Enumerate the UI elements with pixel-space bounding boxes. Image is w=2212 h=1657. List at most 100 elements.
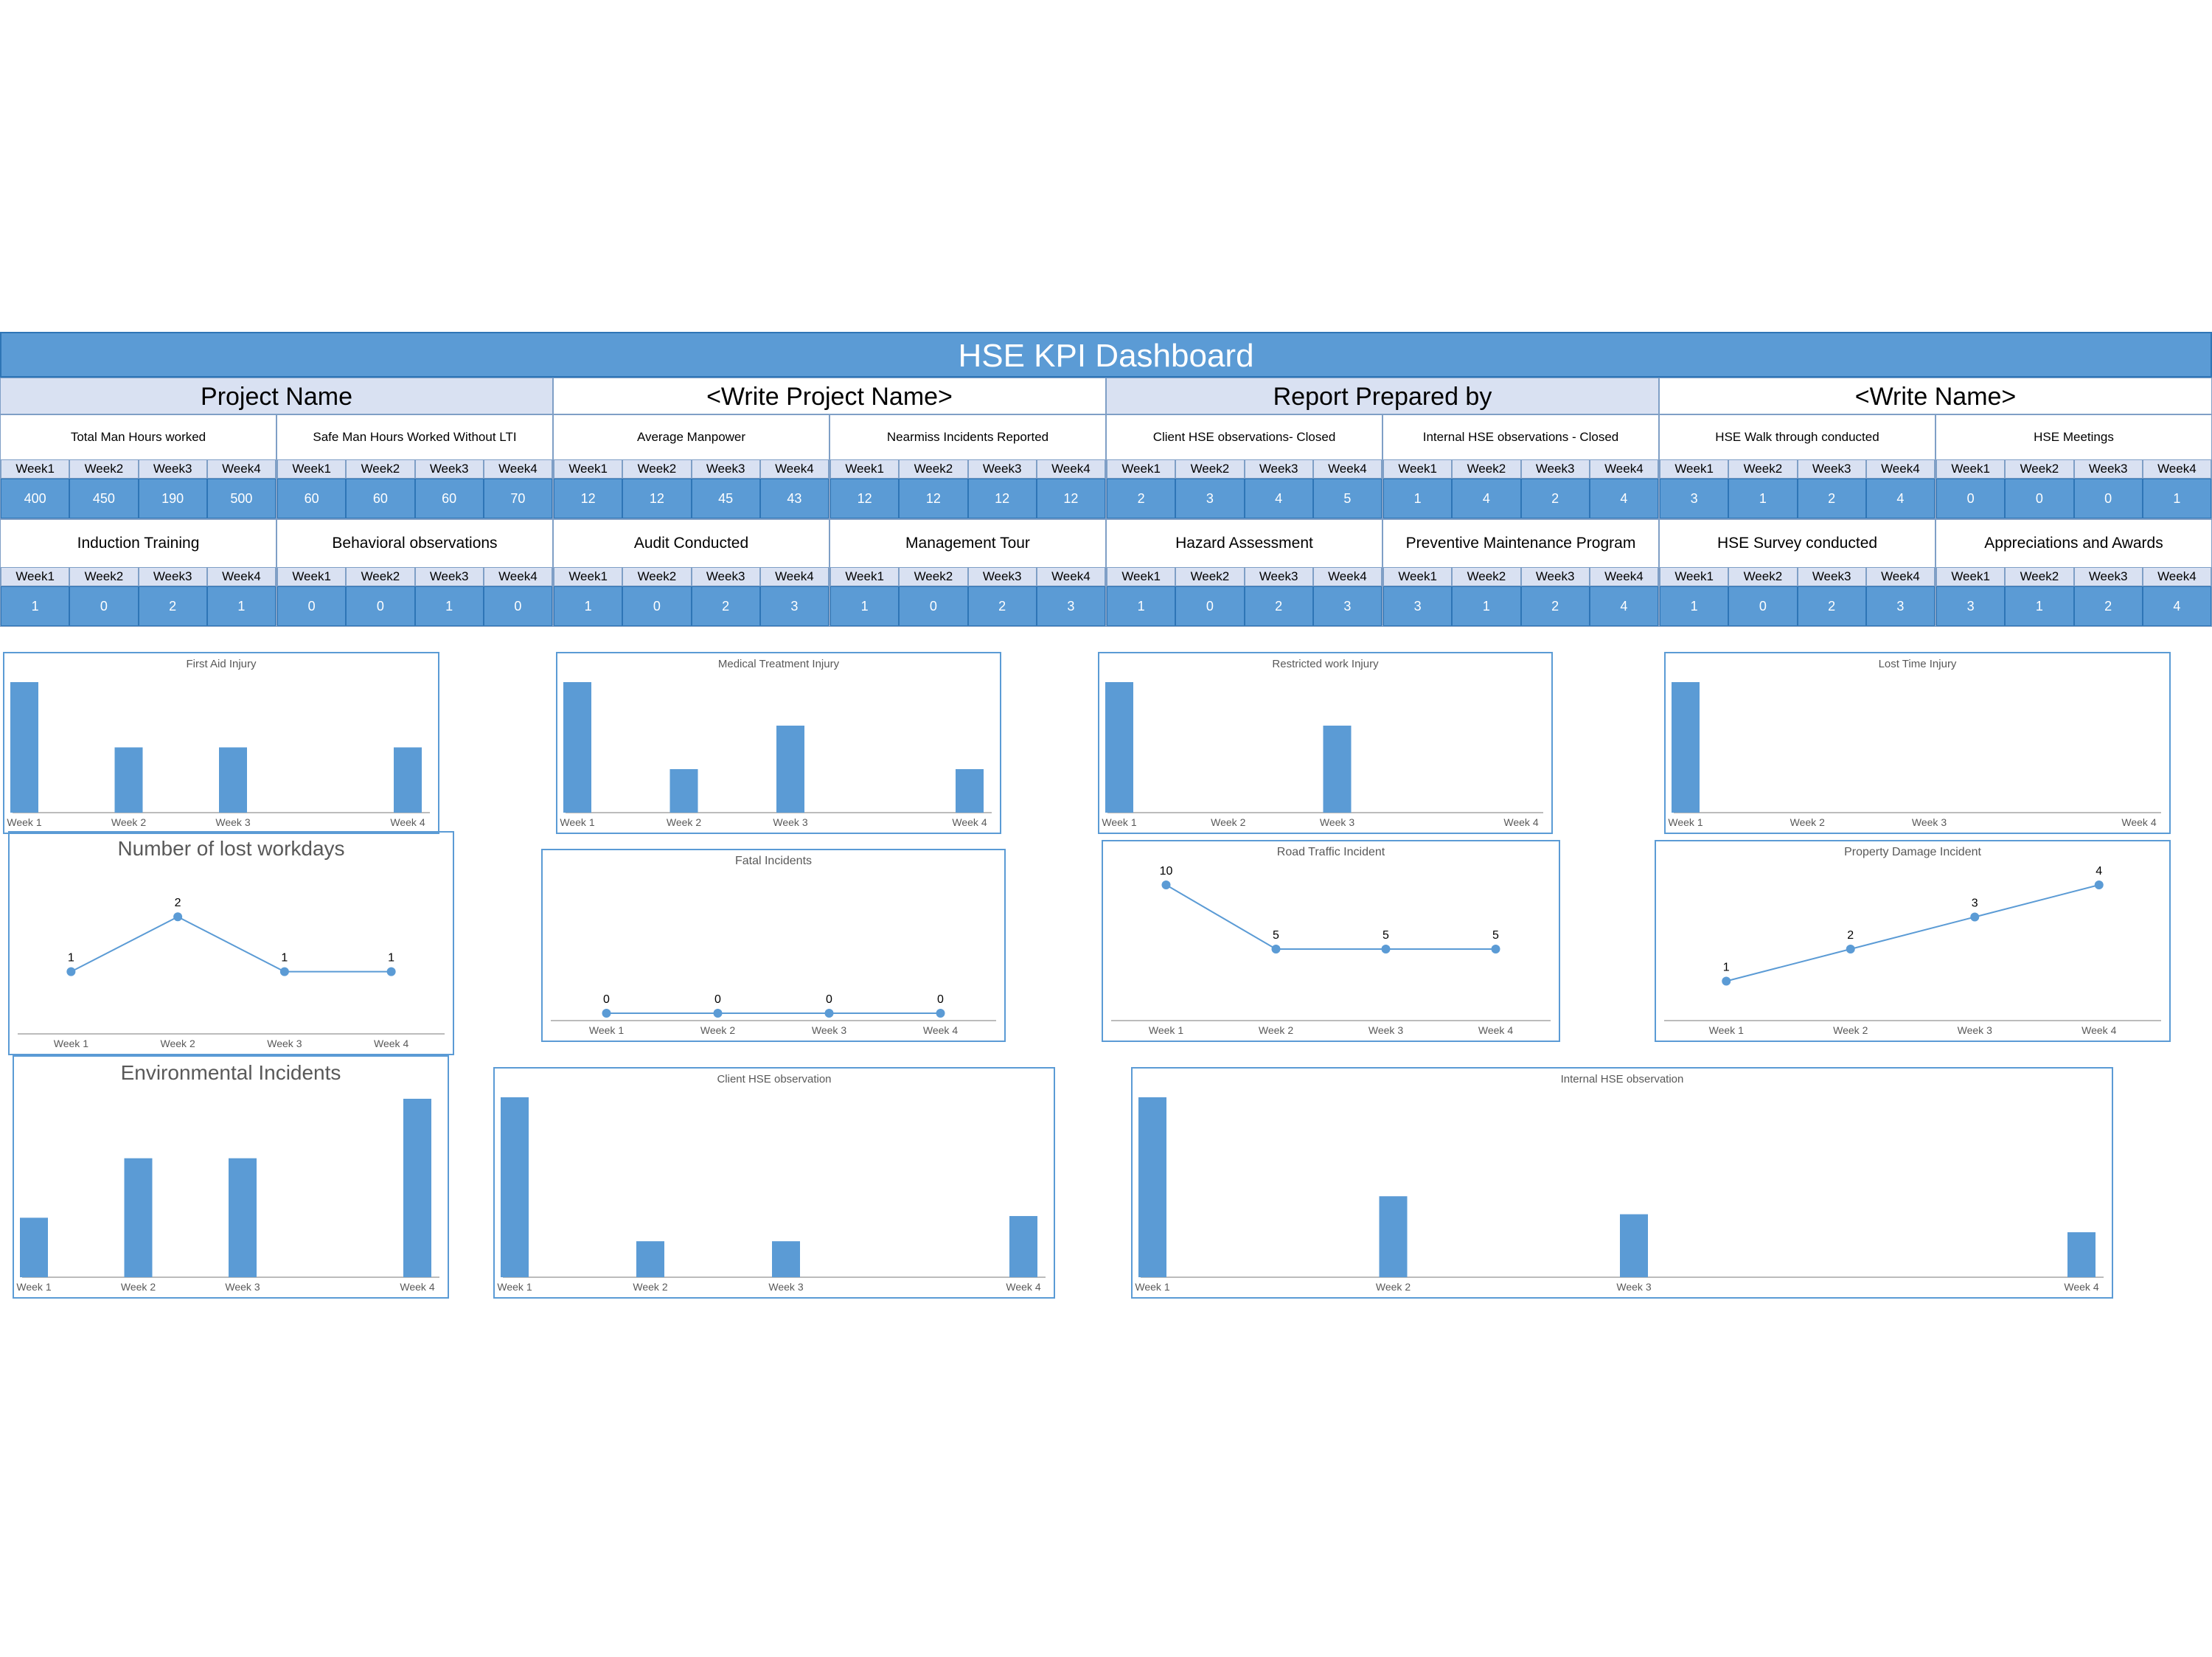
- kpi-value-cell[interactable]: 60: [414, 479, 484, 518]
- kpi-value-cell[interactable]: 2: [691, 586, 760, 626]
- bar: [394, 747, 422, 813]
- chart-border: [1098, 652, 1553, 834]
- report-prepared-value[interactable]: <Write Name>: [1659, 378, 2212, 414]
- kpi-value-cell[interactable]: 2: [1520, 479, 1590, 518]
- kpi-value-cell[interactable]: 3: [1660, 479, 1729, 518]
- kpi-value-cell[interactable]: 0: [69, 586, 139, 626]
- kpi-value-cell[interactable]: 60: [277, 479, 347, 518]
- kpi-value-cell[interactable]: 3: [1865, 586, 1935, 626]
- x-tick-label: Week 2: [161, 1038, 195, 1049]
- kpi-value-cell[interactable]: 1: [1452, 586, 1521, 626]
- kpi-value-cell[interactable]: 60: [346, 479, 415, 518]
- kpi-value-cell[interactable]: 0: [1175, 586, 1245, 626]
- kpi-week-header: Week3: [691, 459, 760, 479]
- kpi-value-cell[interactable]: 2: [138, 586, 207, 626]
- kpi-value-cell[interactable]: 0: [1936, 479, 2006, 518]
- kpi-week-header: Week1: [1383, 567, 1453, 586]
- kpi-value-cell[interactable]: 2: [2073, 586, 2143, 626]
- kpi-value-cell[interactable]: 12: [967, 479, 1037, 518]
- kpi-value-cell[interactable]: 400: [1, 479, 70, 518]
- kpi-value-cell[interactable]: 0: [346, 586, 415, 626]
- kpi-value-cell[interactable]: 5: [1312, 479, 1382, 518]
- kpi-week-header: Week2: [69, 459, 139, 479]
- chart-title: Road Traffic Incident: [1277, 846, 1385, 858]
- kpi-value-cell[interactable]: 70: [483, 479, 552, 518]
- kpi-value-cell[interactable]: 0: [2005, 479, 2074, 518]
- kpi-value-cell[interactable]: 0: [622, 586, 692, 626]
- kpi-value-cell[interactable]: 1: [1660, 586, 1729, 626]
- data-label: 0: [937, 993, 944, 1006]
- kpi-value-cell[interactable]: 45: [691, 479, 760, 518]
- kpi-week-header: Week2: [2005, 459, 2074, 479]
- kpi-value-cell[interactable]: 1: [1, 586, 70, 626]
- chart-title: Medical Treatment Injury: [718, 658, 840, 670]
- x-tick-label: Week 3: [1958, 1024, 1992, 1036]
- kpi-value-cell[interactable]: 12: [1036, 479, 1105, 518]
- kpi-value-cell[interactable]: 0: [483, 586, 552, 626]
- kpi-value-cell[interactable]: 0: [2073, 479, 2143, 518]
- chart-border: [541, 849, 1006, 1042]
- kpi-value-cell[interactable]: 2: [1797, 479, 1866, 518]
- kpi-value-cell[interactable]: 1: [1107, 586, 1176, 626]
- kpi-value-cell[interactable]: 12: [899, 479, 968, 518]
- kpi-value-cell[interactable]: 1: [2142, 479, 2211, 518]
- kpi-week-header: Week4: [1865, 567, 1935, 586]
- kpi-value-cell[interactable]: 12: [554, 479, 623, 518]
- kpi-value-cell[interactable]: 0: [899, 586, 968, 626]
- x-tick-label: Week 4: [1006, 1281, 1040, 1293]
- kpi-value-cell[interactable]: 3: [1936, 586, 2006, 626]
- kpi-title: HSE Walk through conducted: [1715, 430, 1879, 444]
- kpi-value-cell[interactable]: 500: [206, 479, 276, 518]
- chart-title: Environmental Incidents: [121, 1061, 341, 1084]
- kpi-value-cell[interactable]: 12: [622, 479, 692, 518]
- kpi-value-cell[interactable]: 1: [830, 586, 900, 626]
- kpi-value-cell[interactable]: 1: [554, 586, 623, 626]
- kpi-value-cell[interactable]: 4: [1865, 479, 1935, 518]
- project-name-value[interactable]: <Write Project Name>: [553, 378, 1106, 414]
- kpi-value-cell[interactable]: 0: [1728, 586, 1798, 626]
- bar: [1672, 682, 1700, 813]
- kpi-value-cell[interactable]: 1: [414, 586, 484, 626]
- kpi-value-cell[interactable]: 1: [1728, 479, 1798, 518]
- chart-title: Client HSE observation: [717, 1073, 831, 1085]
- bar: [1620, 1214, 1648, 1277]
- kpi-value-cell[interactable]: 3: [759, 586, 829, 626]
- kpi-values: 400 450 190 500: [1, 479, 276, 518]
- kpi-value-cell[interactable]: 2: [967, 586, 1037, 626]
- bar: [636, 1241, 664, 1277]
- data-point: [824, 1009, 834, 1018]
- data-point: [386, 967, 396, 976]
- kpi-value-cell[interactable]: 4: [1452, 479, 1521, 518]
- kpi-value-cell[interactable]: 450: [69, 479, 139, 518]
- kpi-value-cell[interactable]: 1: [206, 586, 276, 626]
- kpi-value-cell[interactable]: 2: [1244, 586, 1313, 626]
- chart-road-traffic-incident: Road Traffic Incident Week 1 Week 2 Week 3 W…: [1102, 840, 1560, 1042]
- kpi-value-cell[interactable]: 3: [1312, 586, 1382, 626]
- kpi-value-cell[interactable]: 190: [138, 479, 207, 518]
- kpi-value-cell[interactable]: 1: [2005, 586, 2074, 626]
- kpi-value-cell[interactable]: 12: [830, 479, 900, 518]
- kpi-week-header: Week3: [2073, 459, 2143, 479]
- kpi-value-cell[interactable]: 43: [759, 479, 829, 518]
- x-tick-label: Week 4: [2081, 1024, 2116, 1036]
- kpi-value-cell[interactable]: 4: [1244, 479, 1313, 518]
- kpi-value-cell[interactable]: 1: [1383, 479, 1453, 518]
- x-tick-label: Week 4: [2121, 816, 2156, 828]
- kpi-value-cell[interactable]: 4: [2142, 586, 2211, 626]
- bar: [219, 747, 247, 813]
- kpi-week-header: Week2: [1175, 459, 1245, 479]
- kpi-title: HSE Meetings: [2034, 430, 2114, 444]
- chart-border: [556, 652, 1001, 834]
- kpi-value-cell[interactable]: 4: [1589, 586, 1658, 626]
- kpi-value-cell[interactable]: 4: [1589, 479, 1658, 518]
- kpi-value-cell[interactable]: 3: [1383, 586, 1453, 626]
- kpi-value-cell[interactable]: 3: [1036, 586, 1105, 626]
- kpi-value-cell[interactable]: 0: [277, 586, 347, 626]
- kpi-value-cell[interactable]: 2: [1107, 479, 1176, 518]
- kpi-title: Total Man Hours worked: [70, 430, 206, 444]
- kpi-value-cell[interactable]: 2: [1520, 586, 1590, 626]
- kpi-value-cell[interactable]: 2: [1797, 586, 1866, 626]
- kpi-value-cell[interactable]: 3: [1175, 479, 1245, 518]
